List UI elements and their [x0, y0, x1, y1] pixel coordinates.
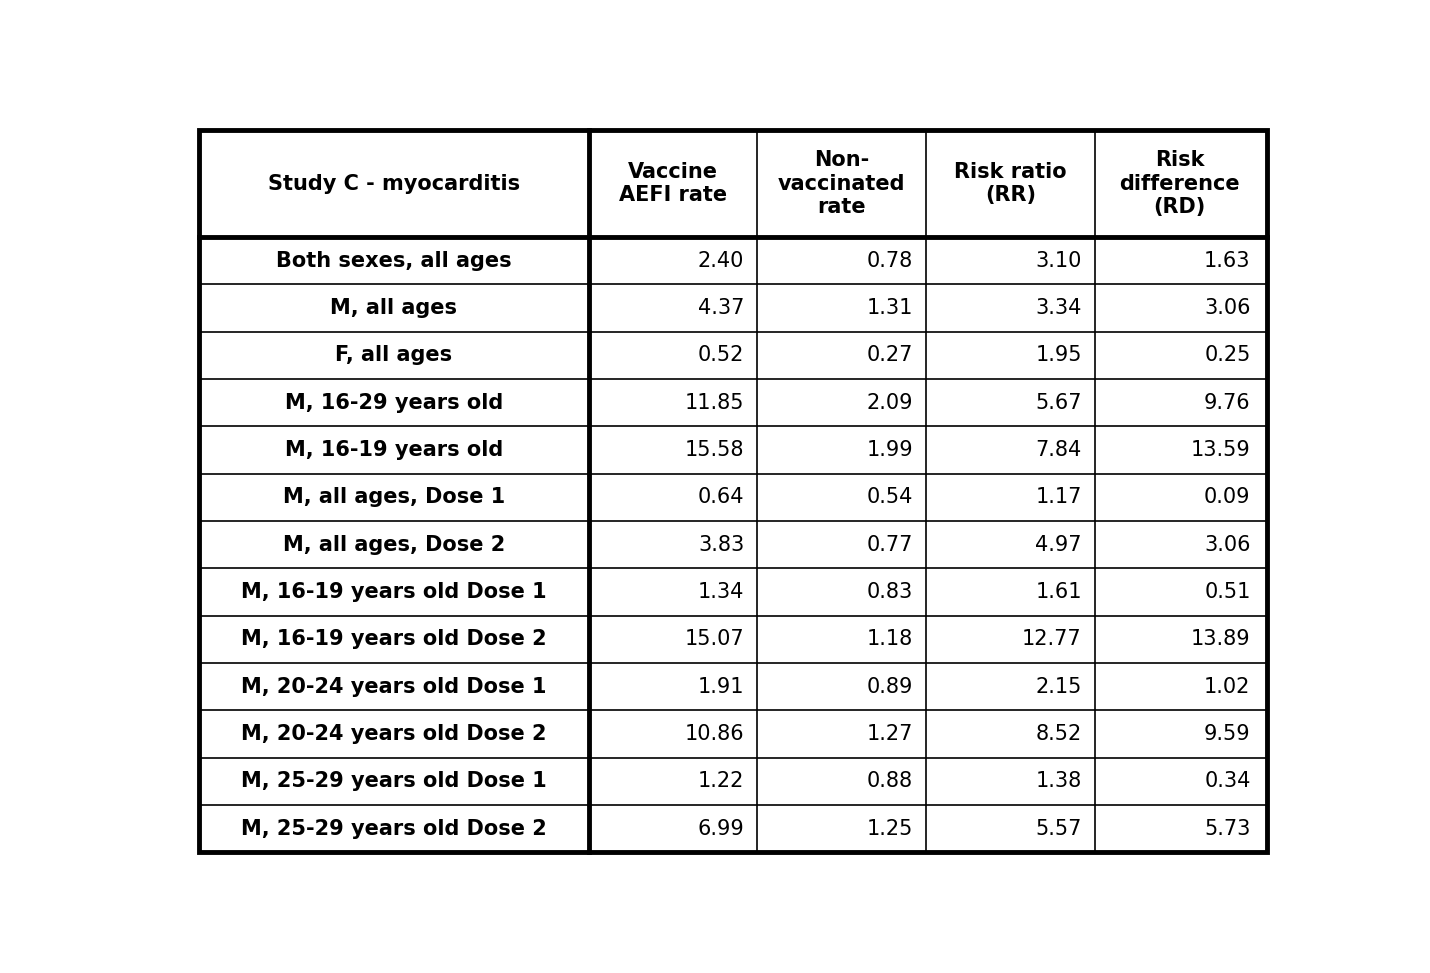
Text: 9.76: 9.76 [1204, 393, 1251, 413]
Text: 1.63: 1.63 [1204, 251, 1251, 270]
Text: 1.95: 1.95 [1035, 345, 1081, 366]
Text: 0.77: 0.77 [867, 535, 912, 555]
Text: Vaccine
AEFI rate: Vaccine AEFI rate [619, 162, 726, 205]
Text: 13.89: 13.89 [1191, 630, 1251, 650]
Text: Non-
vaccinated
rate: Non- vaccinated rate [778, 151, 905, 217]
Text: 3.34: 3.34 [1035, 298, 1081, 318]
Text: 1.22: 1.22 [698, 772, 744, 791]
Text: 0.09: 0.09 [1204, 487, 1251, 508]
Text: 4.37: 4.37 [698, 298, 744, 318]
Text: 15.58: 15.58 [685, 440, 744, 460]
Text: M, 16-19 years old Dose 1: M, 16-19 years old Dose 1 [240, 582, 546, 602]
Text: 4.97: 4.97 [1035, 535, 1081, 555]
Text: 1.38: 1.38 [1035, 772, 1081, 791]
Text: M, 16-19 years old: M, 16-19 years old [285, 440, 503, 460]
Text: 1.91: 1.91 [698, 677, 744, 697]
Text: M, all ages, Dose 2: M, all ages, Dose 2 [283, 535, 505, 555]
Text: 0.64: 0.64 [698, 487, 744, 508]
Text: M, all ages, Dose 1: M, all ages, Dose 1 [283, 487, 505, 508]
Text: 0.89: 0.89 [867, 677, 912, 697]
Text: M, 16-19 years old Dose 2: M, 16-19 years old Dose 2 [240, 630, 546, 650]
Text: 12.77: 12.77 [1022, 630, 1081, 650]
Text: F, all ages: F, all ages [335, 345, 452, 366]
Text: 0.27: 0.27 [867, 345, 912, 366]
Text: 1.34: 1.34 [698, 582, 744, 602]
Text: 0.78: 0.78 [867, 251, 912, 270]
Text: 5.73: 5.73 [1204, 819, 1251, 839]
Text: 7.84: 7.84 [1035, 440, 1081, 460]
Text: M, 25-29 years old Dose 2: M, 25-29 years old Dose 2 [240, 819, 546, 839]
Text: 0.52: 0.52 [698, 345, 744, 366]
Text: 0.54: 0.54 [867, 487, 912, 508]
Text: 1.02: 1.02 [1204, 677, 1251, 697]
Text: 3.06: 3.06 [1204, 535, 1251, 555]
Text: 9.59: 9.59 [1204, 724, 1251, 744]
Text: 0.25: 0.25 [1204, 345, 1251, 366]
Text: 2.15: 2.15 [1035, 677, 1081, 697]
Text: 3.10: 3.10 [1035, 251, 1081, 270]
Text: M, all ages: M, all ages [330, 298, 458, 318]
Text: 1.25: 1.25 [867, 819, 912, 839]
Text: 3.06: 3.06 [1204, 298, 1251, 318]
Text: 1.17: 1.17 [1035, 487, 1081, 508]
Text: 0.34: 0.34 [1204, 772, 1251, 791]
Text: Risk
difference
(RD): Risk difference (RD) [1120, 151, 1240, 217]
Text: M, 16-29 years old: M, 16-29 years old [285, 393, 503, 413]
Text: 3.83: 3.83 [698, 535, 744, 555]
Text: 5.67: 5.67 [1035, 393, 1081, 413]
Text: Both sexes, all ages: Both sexes, all ages [276, 251, 512, 270]
Text: 0.83: 0.83 [867, 582, 912, 602]
Text: 8.52: 8.52 [1035, 724, 1081, 744]
Text: 0.51: 0.51 [1204, 582, 1251, 602]
Text: 2.40: 2.40 [698, 251, 744, 270]
Text: 11.85: 11.85 [685, 393, 744, 413]
Text: Risk ratio
(RR): Risk ratio (RR) [954, 162, 1067, 205]
Text: 1.99: 1.99 [867, 440, 912, 460]
Text: Study C - myocarditis: Study C - myocarditis [267, 174, 519, 194]
Text: 5.57: 5.57 [1035, 819, 1081, 839]
Text: 6.99: 6.99 [698, 819, 744, 839]
Text: 10.86: 10.86 [685, 724, 744, 744]
Text: 0.88: 0.88 [867, 772, 912, 791]
Text: 1.18: 1.18 [867, 630, 912, 650]
Text: 13.59: 13.59 [1191, 440, 1251, 460]
Text: 1.31: 1.31 [867, 298, 912, 318]
Text: 1.61: 1.61 [1035, 582, 1081, 602]
Text: 2.09: 2.09 [867, 393, 912, 413]
Text: M, 25-29 years old Dose 1: M, 25-29 years old Dose 1 [240, 772, 546, 791]
Text: M, 20-24 years old Dose 2: M, 20-24 years old Dose 2 [240, 724, 546, 744]
Text: M, 20-24 years old Dose 1: M, 20-24 years old Dose 1 [240, 677, 546, 697]
Text: 1.27: 1.27 [867, 724, 912, 744]
Text: 15.07: 15.07 [685, 630, 744, 650]
